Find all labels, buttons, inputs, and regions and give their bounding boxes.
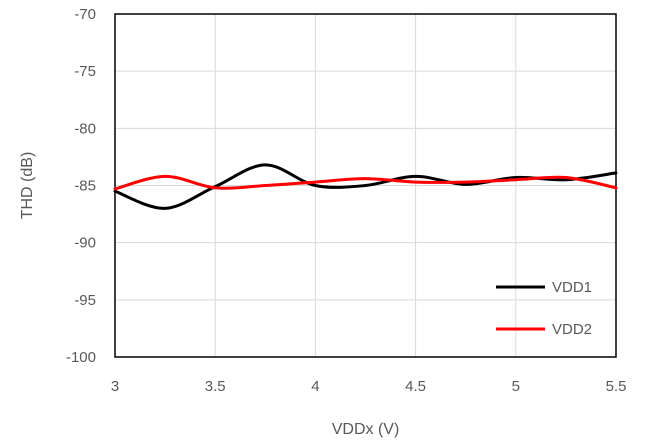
y-tick-label: -75: [74, 63, 96, 80]
y-tick-label: -90: [74, 235, 96, 252]
x-tick-label: 5: [512, 378, 520, 395]
series-line-vdd1: [113, 163, 618, 210]
x-axis-title: VDDx (V): [332, 421, 400, 438]
y-tick-label: -80: [74, 120, 96, 137]
x-tick-label: 3: [111, 378, 119, 395]
legend-label-vdd1: VDD1: [552, 279, 592, 296]
x-tick-label: 4.5: [405, 378, 426, 395]
legend-label-vdd2: VDD2: [552, 321, 592, 338]
plot-area-frame: [114, 13, 617, 358]
legend: VDD1 VDD2: [496, 279, 592, 338]
y-axis-tick-labels: -100 -95 -90 -85 -80 -75 -70: [66, 6, 96, 366]
x-tick-label: 4: [311, 378, 319, 395]
x-tick-label: 5.5: [606, 378, 627, 395]
y-tick-label: -85: [74, 178, 96, 195]
x-tick-label: 3.5: [205, 378, 226, 395]
y-tick-label: -70: [74, 6, 96, 23]
y-tick-label: -100: [66, 349, 96, 366]
series-lines: [113, 163, 618, 210]
y-tick-label: -95: [74, 292, 96, 309]
x-axis-tick-labels: 3 3.5 4 4.5 5 5.5: [111, 378, 627, 395]
y-axis-title: THD (dB): [19, 152, 36, 220]
series-line-vdd2: [113, 174, 618, 191]
